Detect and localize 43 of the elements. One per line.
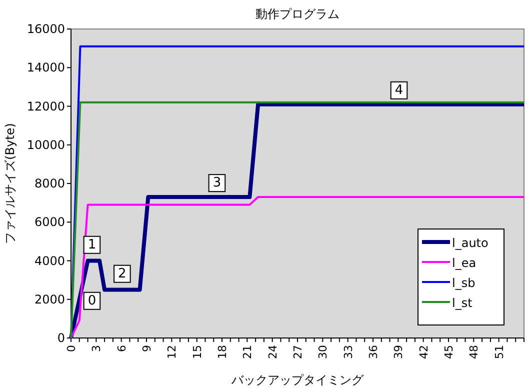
chart-title: 動作プログラム <box>256 7 340 21</box>
legend-label: l_ea <box>452 256 476 270</box>
x-tick-label: 45 <box>442 345 456 359</box>
y-tick-label: 8000 <box>34 176 65 190</box>
legend-label: l_auto <box>452 236 488 250</box>
annotation: 2 <box>114 264 131 283</box>
x-tick-label: 18 <box>216 345 229 359</box>
x-tick-label: 15 <box>190 345 204 359</box>
x-tick-label: 3 <box>90 345 104 352</box>
annotation: 4 <box>390 81 408 100</box>
annotation: 0 <box>83 292 101 310</box>
x-tick-label: 0 <box>65 345 78 352</box>
x-tick-label: 39 <box>392 345 406 359</box>
x-tick-label: 51 <box>492 345 506 359</box>
y-tick-label: 4000 <box>34 254 65 268</box>
annotation: 2 <box>118 266 126 282</box>
annotation: 4 <box>394 82 404 98</box>
y-tick-label: 2000 <box>34 292 65 306</box>
x-tick-label: 24 <box>266 345 280 359</box>
y-tick-label: 14000 <box>26 60 65 75</box>
annotation: 0 <box>88 293 96 308</box>
x-tick-label: 21 <box>241 345 254 359</box>
x-tick-label: 27 <box>292 345 304 359</box>
y-tick-label: 6000 <box>34 215 65 230</box>
annotation: 1 <box>83 236 101 254</box>
x-tick-label: 6 <box>115 345 128 352</box>
y-axis-title: ファイルサイズ(Byte) <box>3 123 17 244</box>
annotation: 3 <box>212 176 222 191</box>
x-tick-label: 9 <box>140 345 154 352</box>
legend-label: l_sb <box>452 276 476 290</box>
legend-label: l_st <box>452 296 473 310</box>
annotation: 1 <box>88 237 96 252</box>
y-tick-label: 10000 <box>26 138 65 152</box>
x-tick-label: 12 <box>166 345 179 359</box>
x-tick-label: 36 <box>367 345 380 359</box>
x-tick-label: 33 <box>342 345 355 359</box>
y-tick-label: 12000 <box>26 99 65 114</box>
x-tick-label: 48 <box>468 345 481 359</box>
x-tick-label: 42 <box>417 345 430 359</box>
x-tick-label: 30 <box>316 345 330 359</box>
annotation: 3 <box>208 174 226 192</box>
y-tick-label: 16000 <box>26 22 65 36</box>
x-axis-title: バックアップタイミング <box>230 373 364 387</box>
